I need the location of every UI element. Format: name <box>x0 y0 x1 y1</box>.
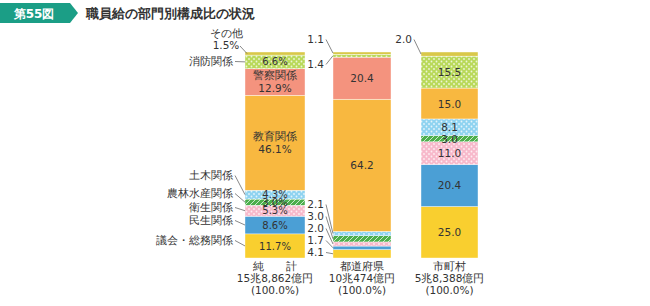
series-name: 衛生関係 <box>189 201 233 213</box>
category-percent: (100.0%) <box>338 284 386 296</box>
data-label: 4.1 <box>307 246 324 258</box>
leader-line <box>326 205 333 234</box>
leader-line <box>235 241 245 246</box>
bar-segment <box>421 207 478 259</box>
data-label: 1.4 <box>307 58 324 70</box>
data-label: 15.0 <box>438 98 461 110</box>
series-name: 土木関係 <box>189 169 233 181</box>
data-label: 2.0 <box>307 222 324 234</box>
series-name: 民生関係 <box>189 214 233 226</box>
labels: 11.7%議会・総務関係8.6%民生関係5.3%衛生関係3.0%農林水産関係4.… <box>156 27 484 296</box>
title: 職員給の部門別構成比の状況 <box>85 6 255 21</box>
series-name: 警察関係 <box>253 69 297 81</box>
bar-segment <box>245 69 305 96</box>
data-label: 6.6% <box>262 56 287 67</box>
bar-segment <box>333 242 391 246</box>
data-label: 20.4 <box>350 72 374 84</box>
bar-segment <box>421 56 478 88</box>
data-label: 11.0 <box>438 147 461 159</box>
series-name: 議会・総務関係 <box>156 234 233 246</box>
category-label: 純 計 <box>253 260 297 272</box>
leader-line <box>326 40 333 54</box>
bar-segment <box>333 236 391 242</box>
data-label: 3.0 <box>441 133 458 145</box>
bar-segment <box>421 88 478 119</box>
bar-segment <box>421 119 478 136</box>
data-label: 20.4 <box>438 179 462 191</box>
category-label: 市町村 <box>433 260 466 272</box>
data-label: 4.3% <box>262 189 287 200</box>
bar-segment <box>333 250 391 258</box>
chart: 第55図職員給の部門別構成比の状況11.7%議会・総務関係8.6%民生関係5.3… <box>0 0 650 306</box>
figure-label: 第55図 <box>13 7 55 21</box>
bar-segment <box>245 52 305 55</box>
series-name: 教育関係 <box>253 130 297 142</box>
bar-segment <box>421 142 478 165</box>
leader-line <box>235 194 245 203</box>
data-label: 1.7 <box>307 234 324 246</box>
bar-segment <box>421 164 478 206</box>
data-label: 1.5% <box>213 39 240 51</box>
leader-line <box>326 56 333 65</box>
leader-line <box>235 221 245 226</box>
bar-segment <box>333 99 391 231</box>
category-percent: (100.0%) <box>425 284 473 296</box>
data-label: 3.0 <box>307 210 324 222</box>
category-total: 15兆8,862億円 <box>237 272 313 284</box>
leader-line <box>235 176 245 195</box>
bar-segment <box>245 216 305 234</box>
data-label: 12.9% <box>258 82 291 94</box>
bar-segment <box>333 54 391 57</box>
series-name: 消防関係 <box>189 55 233 67</box>
category-total: 5兆8,388億円 <box>415 272 485 284</box>
leader-line <box>414 40 421 55</box>
category-percent: (100.0%) <box>251 284 299 296</box>
data-label: 8.1 <box>441 121 458 133</box>
bar-segment <box>333 246 391 250</box>
bar-segment <box>245 95 305 190</box>
bar-segment <box>333 57 391 99</box>
bar-segment <box>245 234 305 258</box>
data-label: 2.0 <box>395 33 412 45</box>
bar-segment <box>333 52 391 54</box>
bar-segment <box>245 55 305 69</box>
category-label: 都道府県 <box>340 260 384 272</box>
bar-segment <box>333 231 391 235</box>
bars <box>245 52 478 258</box>
data-label: 46.1% <box>258 143 291 155</box>
data-label: 11.7% <box>259 241 291 252</box>
leader-line <box>326 253 333 254</box>
figure-badge <box>0 3 78 23</box>
data-label: 25.0 <box>438 226 461 238</box>
data-label: 2.1 <box>307 198 324 210</box>
data-label: 15.5 <box>438 66 461 78</box>
leader-line <box>240 46 247 54</box>
bar-segment <box>421 52 478 56</box>
data-label: 64.2 <box>350 159 373 171</box>
series-name: その他 <box>210 27 243 39</box>
leader-line <box>235 208 245 211</box>
category-total: 10兆474億円 <box>329 272 395 284</box>
series-name: 農林水産関係 <box>167 187 233 199</box>
leader-line <box>235 61 245 62</box>
data-label: 8.6% <box>262 220 287 231</box>
data-label: 1.1 <box>307 33 324 45</box>
